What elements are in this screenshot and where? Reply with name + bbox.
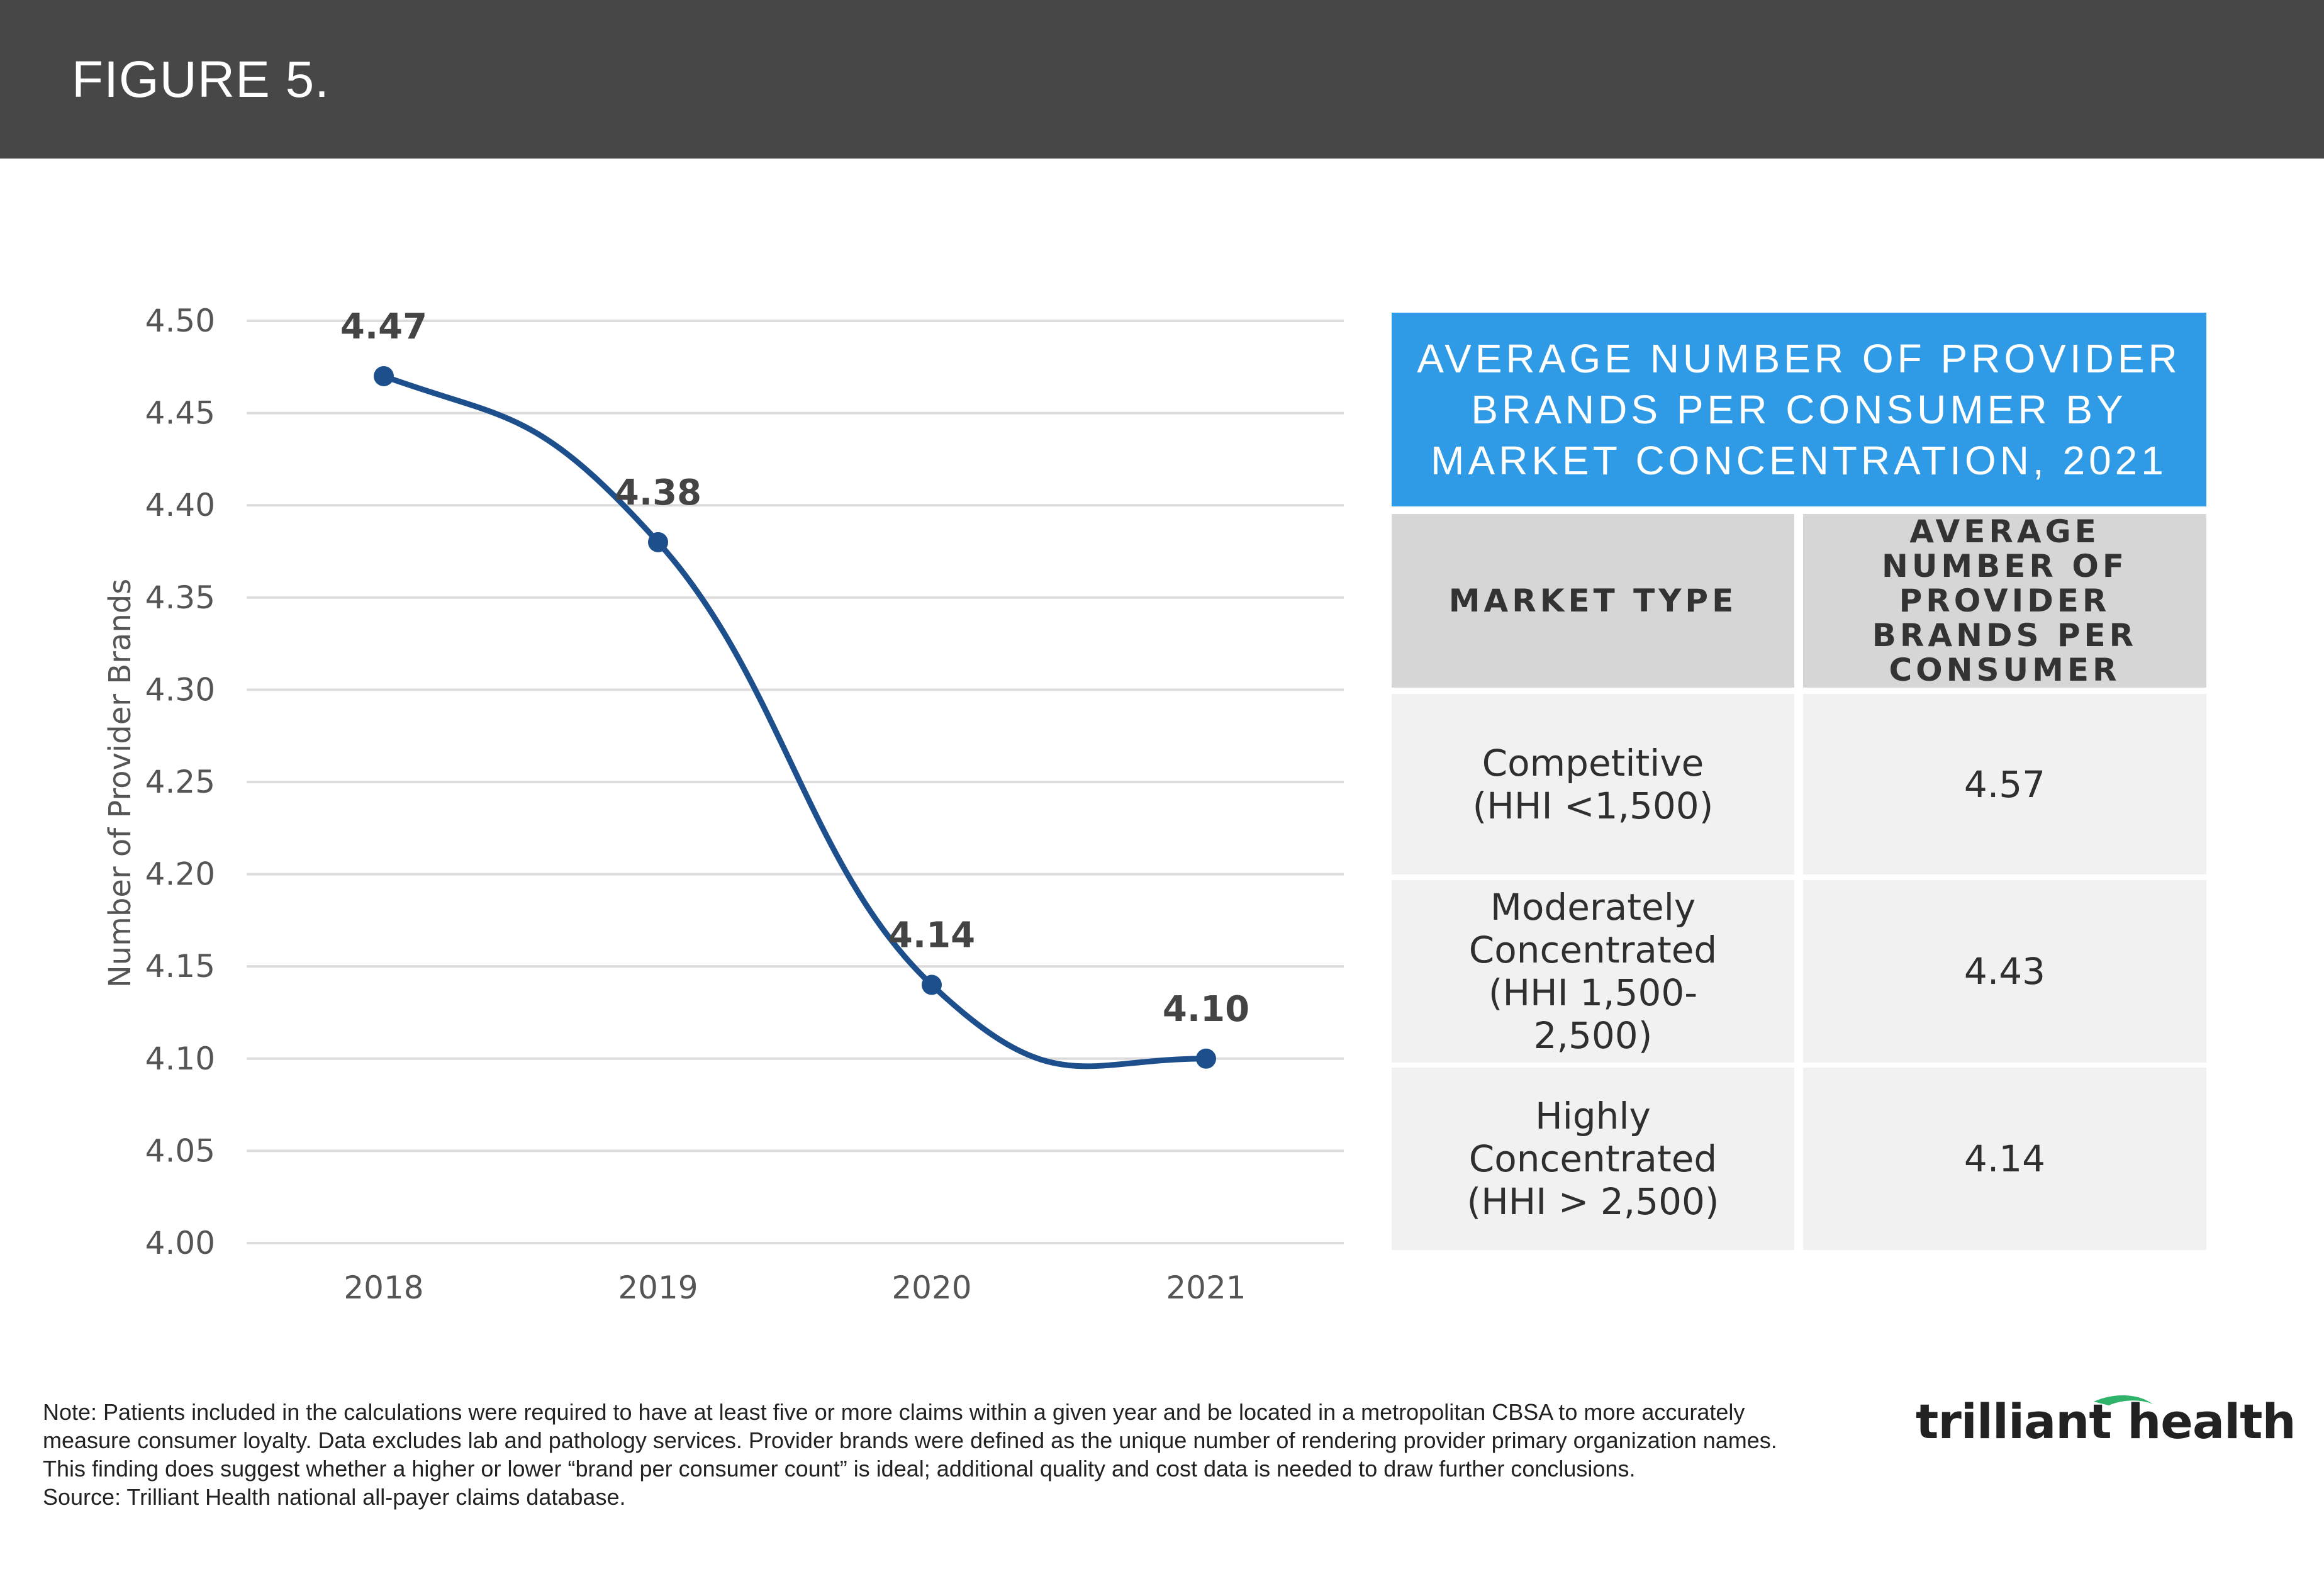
table-row-market: Moderately Concentrated (HHI 1,500-2,500… — [1392, 880, 1794, 1063]
figure-header: FIGURE 5. — [0, 0, 2324, 159]
table-title-text: AVERAGE NUMBER OF PROVIDER BRANDS PER CO… — [1417, 335, 2181, 483]
data-point — [648, 532, 668, 552]
x-tick-label: 2021 — [1166, 1270, 1246, 1306]
table-row-value: 4.57 — [1803, 694, 2206, 874]
y-tick-label: 4.30 — [145, 671, 215, 708]
footnote-line: measure consumer loyalty. Data excludes … — [43, 1427, 1777, 1453]
table-row-value: 4.14 — [1803, 1068, 2206, 1250]
y-tick-label: 4.35 — [145, 579, 215, 616]
table-row-market: Highly Concentrated (HHI > 2,500) — [1392, 1068, 1794, 1250]
market-type-cell: Moderately Concentrated (HHI 1,500-2,500… — [1468, 886, 1718, 1057]
y-tick-label: 4.50 — [145, 303, 215, 339]
average-value-cell: 4.43 — [1964, 950, 2046, 993]
data-point — [1196, 1048, 1216, 1069]
footnote-line: Note: Patients included in the calculati… — [43, 1399, 1745, 1425]
x-tick-label: 2019 — [618, 1270, 698, 1306]
y-tick-label: 4.00 — [145, 1225, 215, 1261]
average-value-cell: 4.57 — [1964, 762, 2046, 806]
table-title: AVERAGE NUMBER OF PROVIDER BRANDS PER CO… — [1392, 313, 2206, 506]
y-tick-label: 4.40 — [145, 487, 215, 523]
table-row-value: 4.43 — [1803, 880, 2206, 1063]
average-value-cell: 4.14 — [1964, 1137, 2046, 1180]
table-row-market: Competitive (HHI <1,500) — [1392, 694, 1794, 874]
y-tick-label: 4.15 — [145, 948, 215, 985]
data-label: 4.38 — [615, 472, 701, 513]
column-header-average: AVERAGE NUMBER OF PROVIDER BRANDS PER CO… — [1803, 514, 2206, 688]
footnote: Note: Patients included in the calculati… — [43, 1398, 1867, 1511]
column-header-market-type-label: MARKET TYPE — [1448, 582, 1738, 619]
source-line: Source: Trilliant Health national all-pa… — [43, 1484, 626, 1510]
data-point — [922, 974, 942, 995]
y-tick-label: 4.25 — [145, 764, 215, 800]
column-header-market-type: MARKET TYPE — [1392, 514, 1794, 688]
y-tick-label: 4.05 — [145, 1132, 215, 1169]
y-tick-label: 4.45 — [145, 395, 215, 432]
y-axis-label: Number of Provider Brands — [103, 579, 138, 988]
data-point — [374, 366, 394, 386]
footnote-line: This finding does suggest whether a high… — [43, 1456, 1636, 1482]
y-tick-label: 4.10 — [145, 1041, 215, 1077]
x-tick-label: 2018 — [344, 1270, 423, 1306]
y-tick-label: 4.20 — [145, 856, 215, 893]
market-concentration-table: AVERAGE NUMBER OF PROVIDER BRANDS PER CO… — [1392, 313, 2206, 1250]
x-tick-label: 2020 — [891, 1270, 971, 1306]
logo-swoosh-icon — [2094, 1395, 2153, 1405]
column-header-average-label: AVERAGE NUMBER OF PROVIDER BRANDS PER CO… — [1872, 513, 2138, 688]
series-line — [383, 373, 1207, 1069]
market-type-cell: Competitive (HHI <1,500) — [1472, 741, 1714, 827]
data-label: 4.10 — [1163, 989, 1249, 1030]
market-type-cell: Highly Concentrated (HHI > 2,500) — [1466, 1095, 1719, 1223]
figure-title: FIGURE 5. — [72, 51, 330, 108]
data-label: 4.14 — [888, 915, 975, 956]
data-label: 4.47 — [340, 306, 427, 347]
